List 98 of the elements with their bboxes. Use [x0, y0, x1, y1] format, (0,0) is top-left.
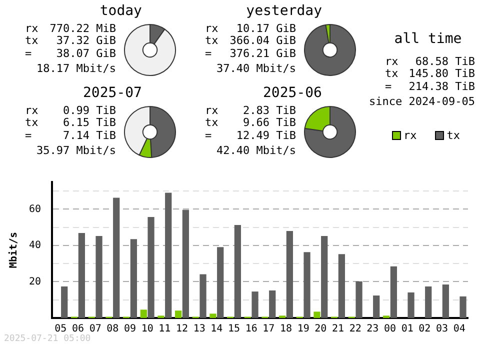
- x-tick-label: 03: [436, 324, 448, 335]
- text: 770.22 MiB: [50, 22, 116, 35]
- bar: [356, 281, 362, 318]
- chart-title: 2025-06: [262, 85, 322, 101]
- bar: [408, 292, 414, 318]
- y-axis-title: Mbit/s: [8, 232, 20, 268]
- x-tick-label: 22: [349, 324, 362, 335]
- x-tick-label: 19: [297, 324, 310, 335]
- text: 0.99 TiB: [63, 104, 116, 117]
- text: rx: [25, 22, 38, 35]
- text: 145.80 TiB: [408, 67, 475, 80]
- x-tick-label: 18: [280, 324, 292, 335]
- x-tick-label: 15: [228, 324, 240, 335]
- text: 38.07 GiB: [56, 47, 116, 60]
- text: =: [25, 129, 32, 142]
- text: 18.17 Mbit/s: [36, 62, 116, 75]
- text: 366.04 GiB: [230, 34, 296, 47]
- bar: [78, 232, 85, 318]
- legend-label: rx: [404, 129, 417, 142]
- bar: [96, 236, 102, 318]
- text: 37.40 Mbit/s: [216, 62, 296, 75]
- text: since 2024-09-05: [369, 95, 475, 108]
- x-tick-label: 02: [418, 324, 431, 335]
- text: 37.32 GiB: [56, 34, 116, 47]
- bar: [314, 312, 320, 318]
- bar: [182, 210, 189, 318]
- text: 7.14 TiB: [63, 129, 116, 142]
- x-tick-label: 08: [106, 324, 119, 335]
- text: rx: [205, 22, 218, 35]
- text: 376.21 GiB: [230, 47, 296, 60]
- text: tx: [25, 34, 38, 47]
- x-tick-label: 17: [262, 324, 275, 335]
- text: 9.66 TiB: [243, 116, 296, 129]
- bar: [175, 310, 182, 318]
- x-tick-label: 01: [401, 324, 414, 335]
- x-tick-label: 00: [384, 324, 396, 335]
- x-tick-label: 13: [193, 324, 206, 335]
- text: 10.17 GiB: [236, 22, 296, 35]
- bar: [200, 274, 206, 318]
- x-tick-label: 21: [332, 324, 344, 335]
- bar: [234, 224, 241, 318]
- bar: [286, 230, 293, 318]
- y-tick-label: 40: [28, 240, 41, 252]
- bar: [390, 266, 397, 318]
- x-tick-label: 11: [158, 324, 171, 335]
- y-tick-label: 20: [28, 276, 41, 288]
- text: all time: [393, 31, 463, 47]
- x-tick-label: 16: [245, 324, 258, 335]
- bar: [165, 192, 172, 318]
- text: 68.58 TiB: [415, 55, 475, 68]
- x-tick-label: 06: [72, 324, 84, 335]
- text: =: [205, 129, 212, 142]
- text: rx: [25, 104, 38, 117]
- x-tick-label: 05: [54, 324, 67, 335]
- text: 214.38 TiB: [408, 80, 475, 93]
- x-tick-label: 14: [210, 324, 223, 335]
- text: tx: [25, 116, 38, 129]
- text: =: [25, 47, 32, 60]
- chart-title: yesterday: [246, 3, 322, 19]
- bar: [269, 290, 276, 318]
- bar: [338, 254, 345, 318]
- text: 35.97 Mbit/s: [36, 144, 116, 157]
- text: =: [385, 80, 392, 93]
- bar: [442, 284, 449, 318]
- text: 2.83 TiB: [243, 104, 296, 117]
- y-tick-label: 60: [28, 204, 41, 215]
- x-tick-label: 20: [314, 324, 327, 335]
- bar: [217, 247, 224, 318]
- text: tx: [385, 67, 398, 80]
- x-tick-label: 10: [141, 324, 154, 335]
- x-tick-label: 12: [176, 324, 188, 335]
- x-tick-label: 07: [89, 324, 102, 335]
- bar: [210, 314, 216, 318]
- x-tick-label: 04: [453, 324, 466, 335]
- text: tx: [205, 116, 218, 129]
- bar: [252, 292, 258, 318]
- x-tick-label: 23: [366, 324, 379, 335]
- bar: [321, 236, 328, 318]
- chart-title: today: [100, 3, 142, 19]
- bar: [140, 310, 147, 318]
- bar: [130, 239, 137, 318]
- bar: [373, 296, 380, 318]
- bar: [148, 217, 154, 318]
- bar: [460, 296, 466, 318]
- text: 6.15 TiB: [63, 116, 116, 129]
- chart-title: 2025-07: [82, 85, 142, 101]
- bar: [425, 286, 432, 318]
- text: rx: [205, 104, 218, 117]
- text: tx: [205, 34, 218, 47]
- text: 42.40 Mbit/s: [216, 144, 296, 157]
- bar: [61, 286, 68, 318]
- x-tick-label: 09: [124, 324, 136, 335]
- text: rx: [385, 55, 398, 68]
- bar: [113, 198, 120, 318]
- text: 12.49 TiB: [236, 129, 296, 142]
- legend-label: tx: [446, 129, 460, 142]
- text: =: [205, 47, 212, 60]
- bar: [304, 252, 310, 318]
